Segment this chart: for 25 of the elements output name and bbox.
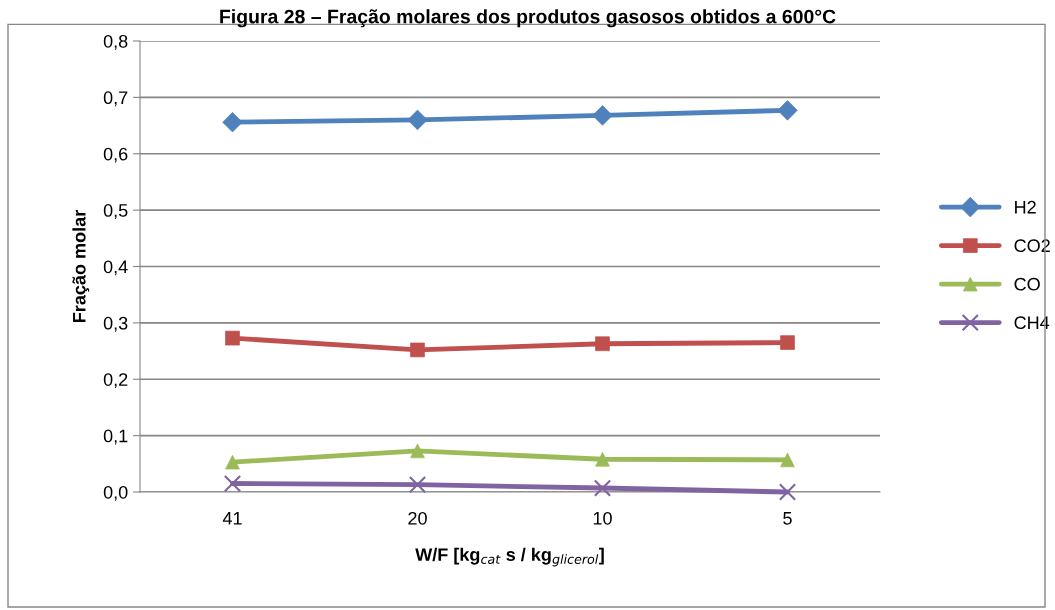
point (593, 479, 612, 497)
y-tick-label: 0,6 (103, 147, 128, 163)
x-tick-label: 5 (783, 512, 792, 525)
legend-label: CH4 (1014, 316, 1050, 330)
y-tick-label: 0,1 (103, 429, 128, 445)
y-tick-label: 0,4 (103, 260, 128, 276)
chart-title: Figura 28 – Fração molares dos produtos gasosos obtidos a 600°C (220, 9, 836, 28)
x-tick-label: 20 (408, 511, 427, 525)
legend-label: H2 (1015, 200, 1036, 214)
y-tick-label: 0,3 (103, 316, 128, 332)
point (223, 474, 242, 493)
y-tick-label: 0,8 (103, 34, 128, 50)
x-tick-label: 41 (222, 512, 242, 525)
x-tick-label: 10 (593, 511, 612, 525)
legend-label: CO (1014, 277, 1040, 291)
y-tick-label: 0,5 (103, 204, 128, 219)
y-tick-label: 0,0 (103, 485, 128, 501)
y-tick-label: 0,7 (103, 91, 128, 107)
y-axis-title: Fração molar (72, 210, 90, 322)
x-axis-title: W/F [kg$_{cat}$ s / kg$_{glicerol}$] (415, 547, 604, 567)
point (408, 475, 427, 494)
y-tick-label: 0,2 (103, 373, 128, 389)
legend-label: CO2 (1014, 239, 1050, 253)
point (778, 483, 797, 501)
point (407, 109, 428, 131)
